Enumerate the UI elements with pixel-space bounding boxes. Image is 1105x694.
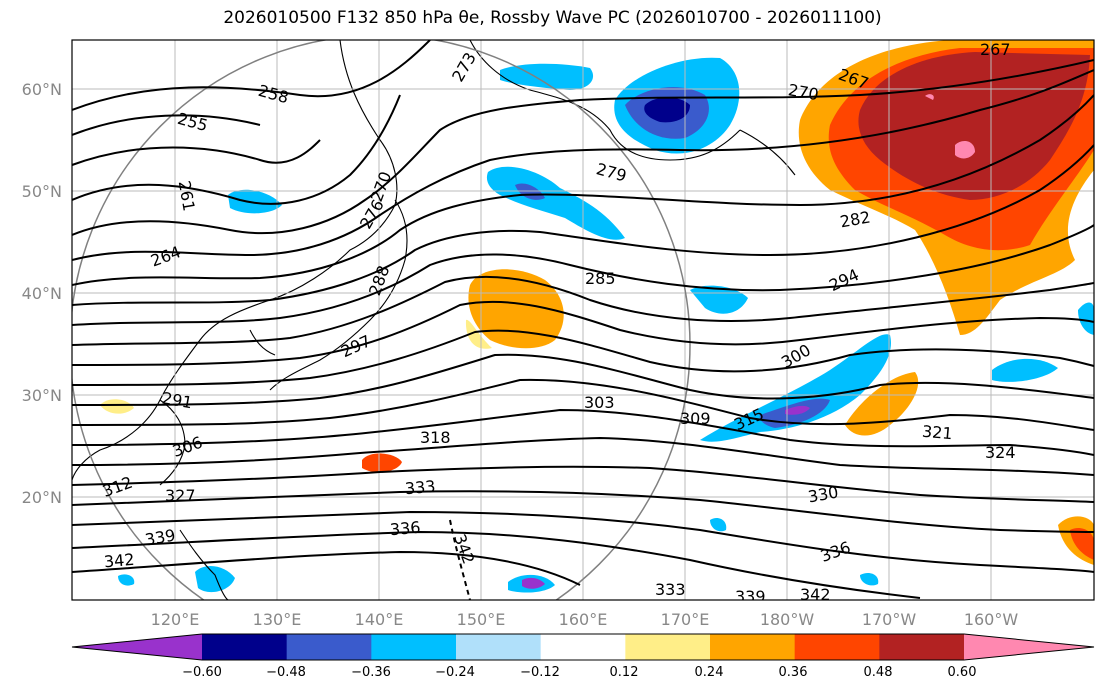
colorbar-tick-label: 0.48	[864, 665, 893, 680]
colorbar-segment	[540, 634, 626, 660]
colorbar-tick-label: 0.60	[948, 665, 977, 680]
contour-label: 321	[921, 422, 953, 444]
positive-anomaly-region	[468, 269, 564, 349]
lon-tick-label: 120°E	[151, 610, 200, 629]
lat-tick-label: 60°N	[22, 80, 62, 99]
colorbar-tick-label: 0.24	[695, 665, 724, 680]
contour-label: 318	[420, 428, 451, 447]
negative-anomaly-region	[860, 573, 879, 586]
lon-tick-label: 180°W	[760, 610, 815, 629]
positive-anomaly-region	[955, 140, 975, 159]
colorbar-segment	[794, 634, 880, 660]
lon-tick-label: 170°W	[862, 610, 917, 629]
reference-circle	[72, 40, 691, 600]
contour-label: 285	[585, 269, 616, 288]
lon-tick-label: 170°E	[661, 610, 710, 629]
negative-anomaly-region	[228, 189, 282, 214]
lon-tick-label: 130°E	[253, 610, 302, 629]
contour-label: 327	[165, 486, 196, 505]
positive-anomaly-region	[362, 453, 402, 473]
contour-label: 267	[980, 40, 1011, 59]
colorbar-segment	[625, 634, 711, 660]
colorbar-tick-label: −0.12	[520, 665, 560, 680]
lat-tick-label: 50°N	[22, 182, 62, 201]
contour-label: 309	[680, 409, 711, 428]
lat-tick-label: 20°N	[22, 488, 62, 507]
colorbar-tick-label: 0.12	[610, 665, 639, 680]
contour-label: 342	[800, 585, 831, 604]
colorbar-segment	[456, 634, 542, 660]
colorbar	[71, 633, 1095, 661]
positive-anomaly-region	[1070, 528, 1094, 560]
negative-anomaly-region	[710, 518, 727, 532]
negative-anomaly-region	[522, 577, 545, 589]
shaded-anomaly-layer	[100, 40, 1094, 593]
contour-label: 339	[735, 587, 766, 606]
colorbar-tick-label: −0.36	[351, 665, 391, 680]
contour-label: 333	[404, 477, 436, 499]
negative-anomaly-region	[700, 334, 891, 442]
colorbar-segment	[879, 634, 965, 660]
colorbar-tick-label: −0.24	[435, 665, 475, 680]
colorbar-tick-label: −0.48	[266, 665, 306, 680]
negative-anomaly-region	[785, 405, 810, 415]
lat-tick-label: 30°N	[22, 386, 62, 405]
colorbar-segment	[202, 634, 288, 660]
map-frame	[71, 39, 1095, 601]
positive-anomaly-region	[845, 372, 919, 436]
positive-anomaly-region	[100, 399, 134, 414]
lon-tick-label: 160°W	[964, 610, 1019, 629]
map-title: 2026010500 F132 850 hPa θe, Rossby Wave …	[223, 8, 882, 28]
positive-anomaly-region	[925, 94, 934, 100]
colorbar-segment	[286, 634, 372, 660]
colorbar-outline	[71, 633, 1095, 661]
colorbar-extend-max	[964, 634, 1094, 660]
contour-label: 333	[655, 580, 686, 599]
negative-anomaly-region	[644, 97, 690, 123]
contour-label: 324	[985, 443, 1016, 462]
contour-label: 336	[389, 518, 421, 540]
positive-anomaly-region	[465, 319, 492, 349]
latitude-tick-labels: 60°N 50°N 40°N 30°N 20°N	[22, 80, 62, 507]
lat-tick-label: 40°N	[22, 284, 62, 303]
negative-anomaly-region	[195, 566, 235, 593]
negative-anomaly-region	[1078, 302, 1094, 335]
longitude-tick-labels: 120°E 130°E 140°E 150°E 160°E 170°E 180°…	[151, 610, 1019, 629]
lon-tick-label: 150°E	[457, 610, 506, 629]
theta-e-contours	[72, 40, 1094, 600]
contour-label: 342	[103, 550, 135, 572]
colorbar-segment	[710, 634, 796, 660]
colorbar-tick-label: 0.36	[779, 665, 808, 680]
colorbar-segment	[371, 634, 457, 660]
colorbar-extend-min	[72, 634, 202, 660]
negative-anomaly-region	[992, 358, 1058, 382]
negative-anomaly-region	[118, 574, 135, 586]
lon-tick-label: 160°E	[559, 610, 608, 629]
lon-tick-label: 140°E	[355, 610, 404, 629]
colorbar-tick-label: −0.60	[182, 665, 222, 680]
colorbar-tick-labels: −0.60 −0.48 −0.36 −0.24 −0.12 0.12 0.24 …	[182, 665, 976, 680]
contour-label: 303	[584, 393, 615, 412]
negative-anomaly-region	[515, 183, 545, 200]
